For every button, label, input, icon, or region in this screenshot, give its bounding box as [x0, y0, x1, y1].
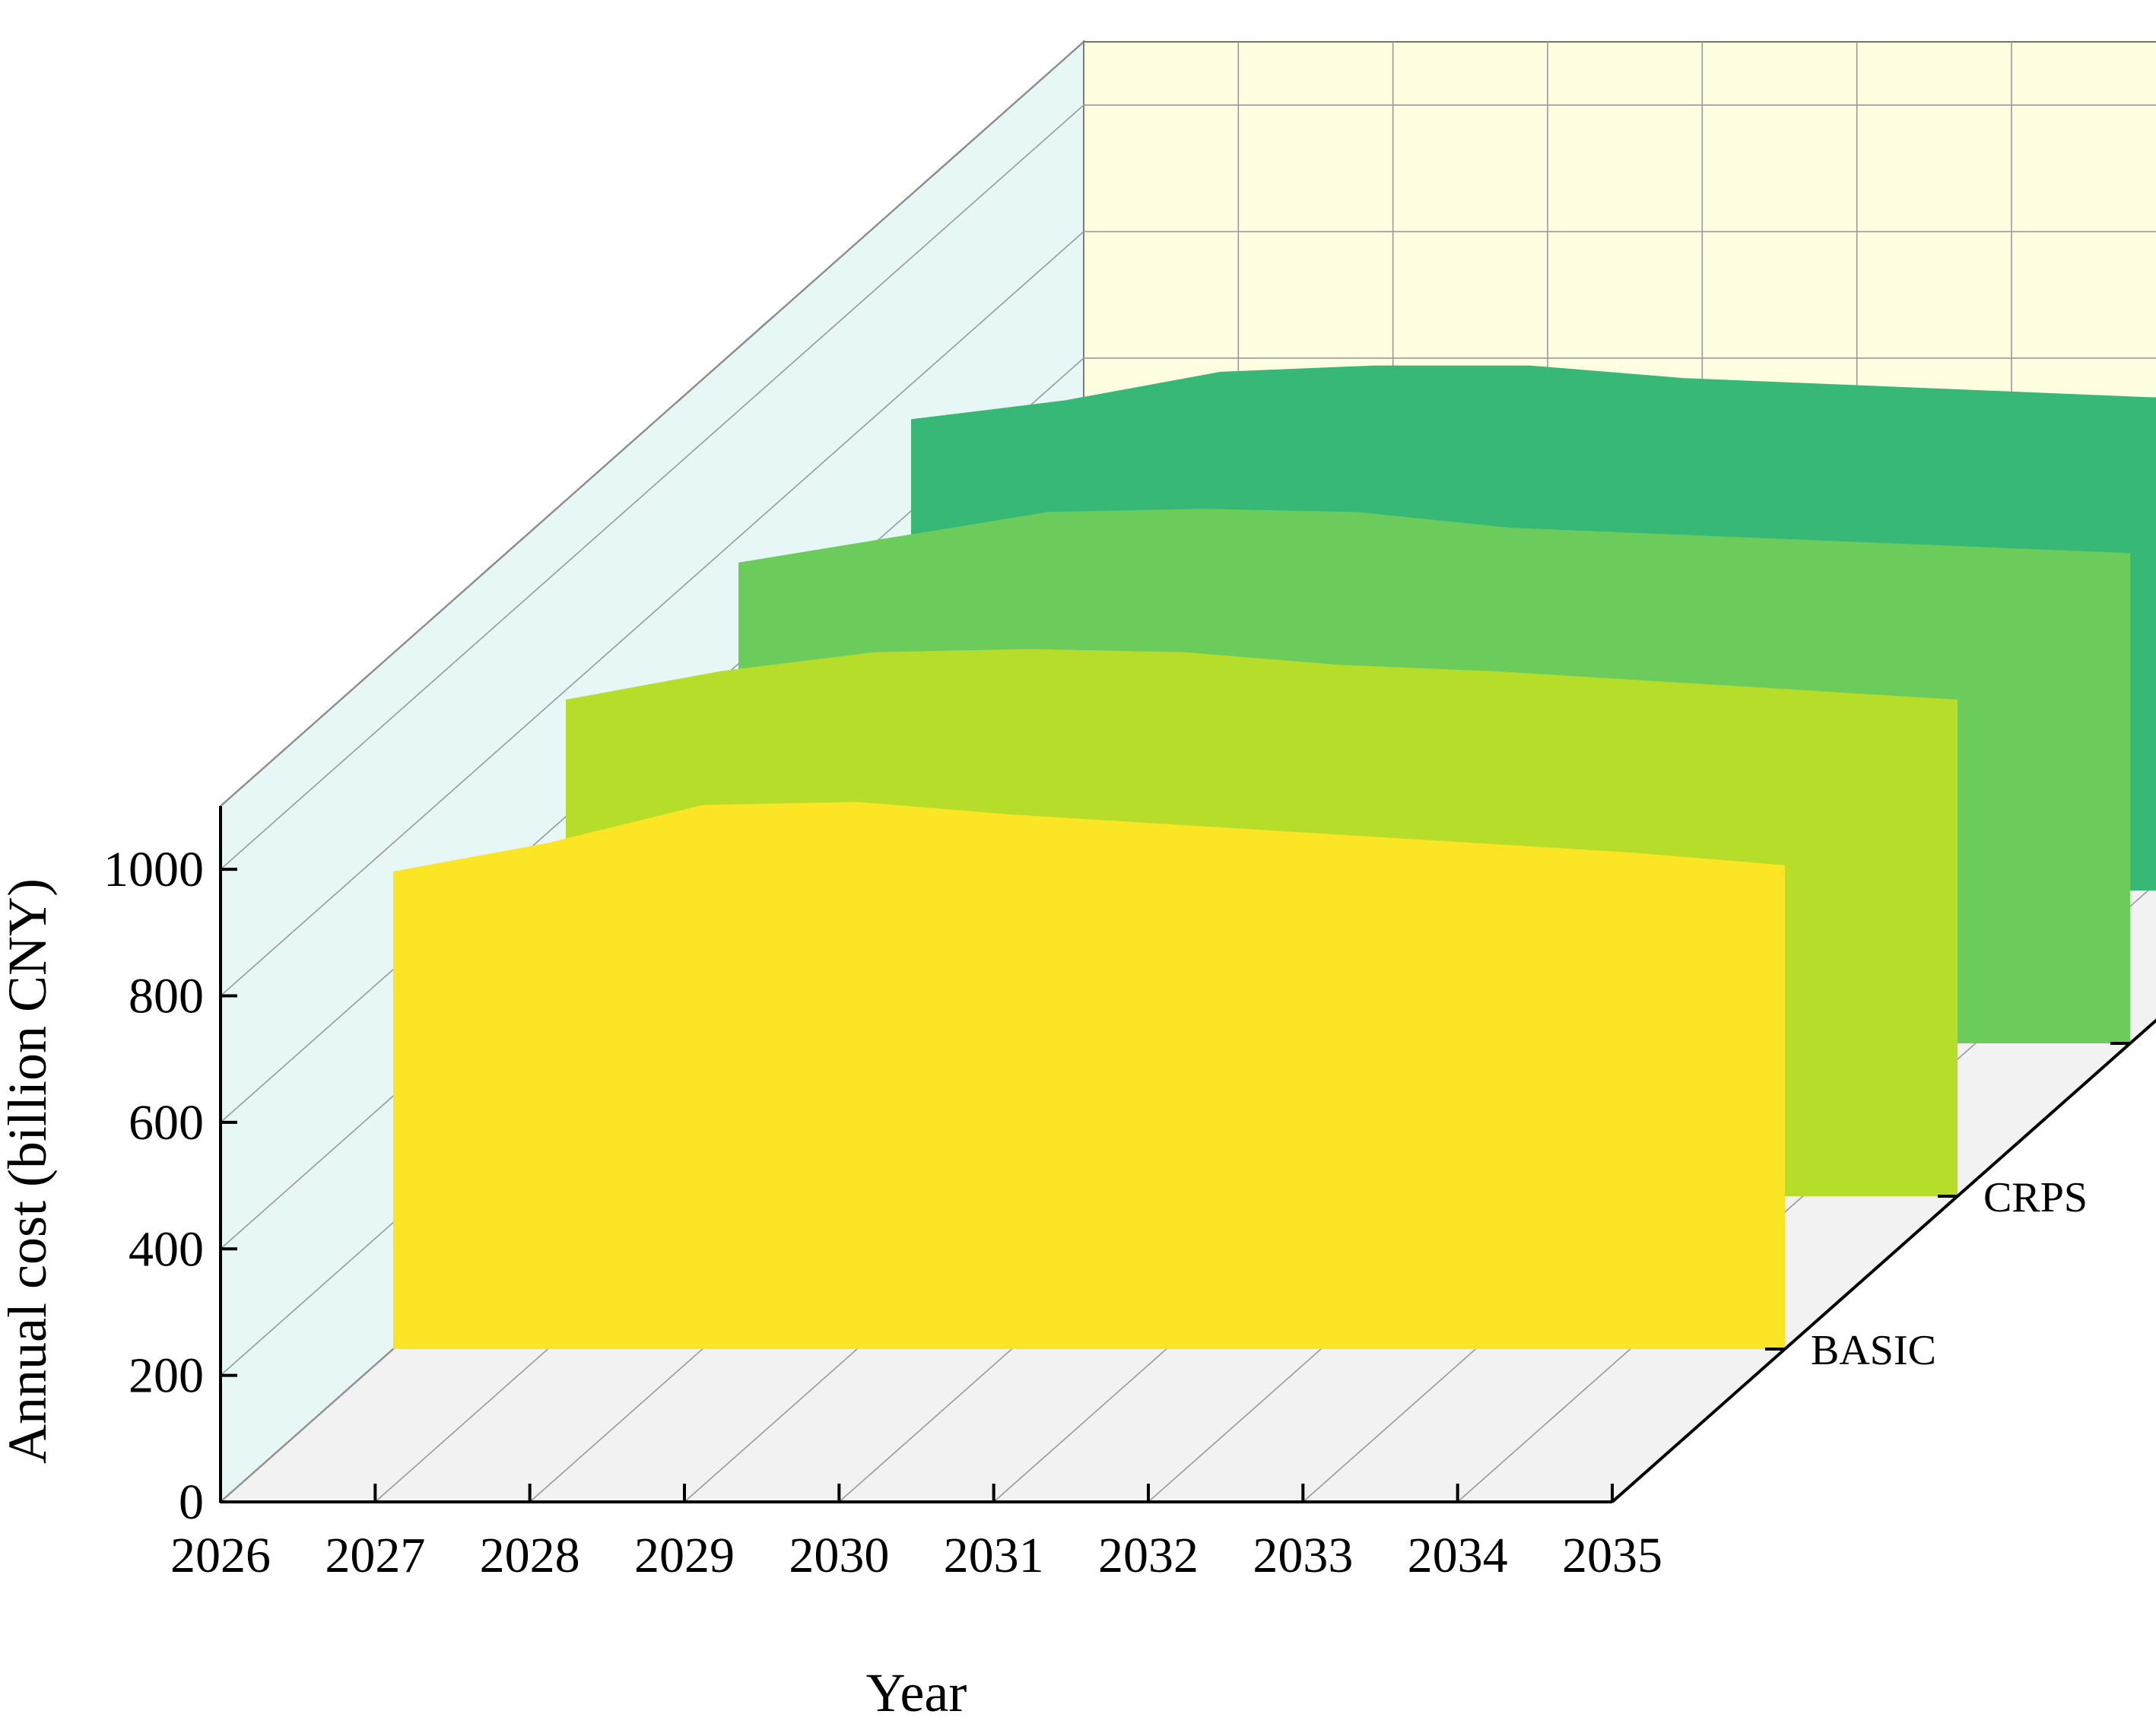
x-tick-label: 2034: [1408, 1528, 1508, 1583]
y-axis-title: Annual cost (billion CNY): [0, 878, 58, 1464]
chart-axes: [219, 806, 2156, 1503]
chart-labels: 0 200 400 600 800 1000 2026 2027 2028 2029 2030 203…: [103, 842, 2088, 1583]
series-ribbon-basic: [393, 802, 1785, 1349]
series-label-basic: BASIC: [1811, 1327, 1936, 1374]
x-axis-title: Year: [866, 1662, 967, 1723]
side-grid-line: [220, 230, 1084, 997]
y-tick-label: 600: [129, 1095, 204, 1151]
y-tick-label: 800: [129, 969, 204, 1024]
x-tick-label: 2035: [1562, 1528, 1662, 1583]
y-tick-label: 1000: [103, 842, 204, 897]
series-label-crps: CRPS: [1983, 1174, 2088, 1221]
x-tick-label: 2031: [944, 1528, 1044, 1583]
x-tick-label: 2026: [170, 1528, 271, 1583]
x-tick-label: 2030: [789, 1528, 889, 1583]
x-tick-label: 2029: [634, 1528, 735, 1583]
depth-axis-line: [1611, 1018, 2156, 1503]
x-tick-label: 2032: [1098, 1528, 1199, 1583]
x-tick-label: 2028: [480, 1528, 580, 1583]
y-tick-label: 200: [129, 1348, 204, 1404]
side-grid-line: [220, 41, 1084, 807]
y-tick-label: 400: [129, 1221, 204, 1277]
y-tick-label: 0: [179, 1475, 204, 1530]
side-grid-line: [220, 104, 1084, 870]
x-tick-label: 2027: [325, 1528, 425, 1583]
series-ribbons: [393, 365, 2156, 1349]
x-tick-label: 2033: [1253, 1528, 1353, 1583]
